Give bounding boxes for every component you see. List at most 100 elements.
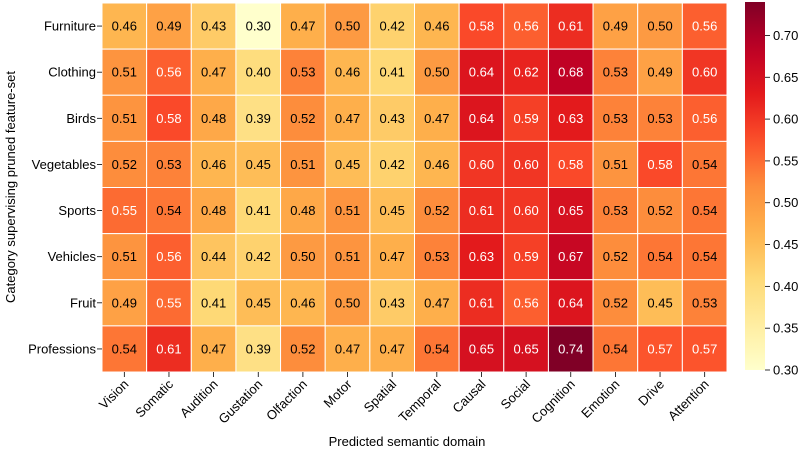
heatmap-cell-vegetables-audition xyxy=(190,140,237,189)
cell-value-label: 0.54 xyxy=(692,157,717,172)
cell-value-label: 0.53 xyxy=(692,295,717,310)
heatmap-cell-fruit-vision xyxy=(101,279,148,327)
heatmap-cells xyxy=(101,2,728,373)
cell-value-label: 0.59 xyxy=(513,111,538,126)
cell-value-label: 0.46 xyxy=(424,157,449,172)
cell-value-label: 0.41 xyxy=(246,203,271,218)
heatmap-cell-sports-attention xyxy=(681,187,728,235)
x-tick-label-drive: Drive xyxy=(635,377,667,409)
cell-value-label: 0.30 xyxy=(246,19,271,34)
cell-value-label: 0.58 xyxy=(469,19,494,34)
cell-value-label: 0.50 xyxy=(335,295,360,310)
heatmap-cell-professions-somatic xyxy=(146,325,192,373)
cell-value-label: 0.49 xyxy=(647,65,672,80)
cell-value-label: 0.48 xyxy=(201,111,226,126)
heatmap-cell-vehicles-temporal xyxy=(414,233,460,281)
colorbar xyxy=(745,2,765,370)
heatmap-cell-professions-causal xyxy=(458,325,505,373)
cell-value-label: 0.47 xyxy=(335,111,360,126)
cell-value-label: 0.51 xyxy=(112,111,137,126)
colorbar-ticks: 0.30 0.35 0.40 0.45 0.50 0.55 0.60 0.65 0.70 xyxy=(765,28,798,378)
heatmap-cell-clothing-spatial xyxy=(369,48,415,96)
heatmap-cell-vegetables-spatial xyxy=(369,140,415,189)
cell-value-label: 0.52 xyxy=(603,295,628,310)
cell-value-label: 0.45 xyxy=(647,295,672,310)
cell-value-label: 0.46 xyxy=(112,19,137,34)
cell-value-label: 0.53 xyxy=(290,65,315,80)
cell-value-label: 0.43 xyxy=(380,111,405,126)
cell-value-label: 0.54 xyxy=(156,203,181,218)
heatmap-cell-vehicles-olfaction xyxy=(280,233,326,281)
heatmap-cell-professions-emotion xyxy=(592,325,639,373)
cell-value-label: 0.46 xyxy=(201,157,226,172)
cell-value-label: 0.64 xyxy=(469,111,494,126)
cell-value-label: 0.55 xyxy=(112,203,137,218)
x-tick-label-gustation: Gustation xyxy=(215,377,265,427)
heatmap-cell-vehicles-attention xyxy=(681,233,728,281)
cell-value-label: 0.47 xyxy=(201,341,226,356)
cell-value-label: 0.47 xyxy=(380,249,405,264)
cell-value-label: 0.53 xyxy=(603,203,628,218)
cell-value-label: 0.46 xyxy=(424,19,449,34)
heatmap-cell-clothing-audition xyxy=(190,48,237,96)
cell-value-label: 0.45 xyxy=(246,295,271,310)
cell-value-label: 0.61 xyxy=(156,341,181,356)
y-tick-label-professions: Professions xyxy=(28,341,96,356)
cell-value-label: 0.47 xyxy=(424,295,449,310)
cell-value-label: 0.56 xyxy=(513,295,538,310)
cell-value-label: 0.43 xyxy=(380,295,405,310)
heatmap-cell-vegetables-motor xyxy=(324,140,371,189)
cell-value-label: 0.68 xyxy=(558,65,583,80)
heatmap-cell-clothing-causal xyxy=(458,48,505,96)
cell-value-label: 0.65 xyxy=(558,203,583,218)
cell-value-label: 0.56 xyxy=(156,249,181,264)
heatmap-cell-fruit-drive xyxy=(637,279,683,327)
heatmap-cell-vegetables-olfaction xyxy=(280,140,326,189)
x-tick-label-vision: Vision xyxy=(96,377,131,412)
cell-value-label: 0.41 xyxy=(201,295,226,310)
cell-value-label: 0.54 xyxy=(692,249,717,264)
heatmap-cell-professions-olfaction xyxy=(280,325,326,373)
cell-value-label: 0.52 xyxy=(290,341,315,356)
cell-value-label: 0.51 xyxy=(290,157,315,172)
cell-value-label: 0.47 xyxy=(380,341,405,356)
heatmap-cell-vehicles-spatial xyxy=(369,233,415,281)
heatmap-cell-vehicles-gustation xyxy=(235,233,282,281)
heatmap-cell-vegetables-vision xyxy=(101,140,148,189)
cell-value-label: 0.61 xyxy=(469,295,494,310)
heatmap-cell-vehicles-motor xyxy=(324,233,371,281)
cell-value-label: 0.62 xyxy=(513,65,538,80)
heatmap-cell-vehicles-causal xyxy=(458,233,505,281)
x-tick-label-attention: Attention xyxy=(665,377,712,424)
heatmap-cell-sports-temporal xyxy=(414,187,460,235)
cell-value-label: 0.63 xyxy=(558,111,583,126)
cell-value-label: 0.65 xyxy=(469,341,494,356)
heatmap-cell-clothing-attention xyxy=(681,48,728,96)
cell-value-label: 0.65 xyxy=(513,341,538,356)
y-axis-title: Category supervising pruned feature-set xyxy=(3,71,18,303)
x-tick-label-social: Social xyxy=(498,376,534,412)
cell-value-label: 0.51 xyxy=(335,249,360,264)
cell-value-label: 0.45 xyxy=(380,203,405,218)
cell-value-label: 0.44 xyxy=(201,249,226,264)
cell-value-label: 0.53 xyxy=(603,111,628,126)
cell-value-label: 0.50 xyxy=(335,19,360,34)
heatmap-cell-birds-vision xyxy=(101,94,148,142)
heatmap-cell-furniture-social xyxy=(503,2,549,50)
cell-value-label: 0.48 xyxy=(290,203,315,218)
cell-value-label: 0.51 xyxy=(335,203,360,218)
heatmap-cell-fruit-emotion xyxy=(592,279,639,327)
x-tick-label-emotion: Emotion xyxy=(578,377,622,421)
cell-value-label: 0.46 xyxy=(290,295,315,310)
heatmap-cell-fruit-audition xyxy=(190,279,237,327)
cell-value-label: 0.74 xyxy=(558,341,583,356)
cell-value-label: 0.45 xyxy=(246,157,271,172)
cell-value-label: 0.53 xyxy=(424,249,449,264)
cell-value-label: 0.56 xyxy=(513,19,538,34)
cell-value-label: 0.49 xyxy=(156,19,181,34)
cell-value-label: 0.51 xyxy=(112,65,137,80)
cell-value-label: 0.49 xyxy=(603,19,628,34)
x-tick-label-audition: Audition xyxy=(177,377,221,421)
cell-value-label: 0.58 xyxy=(558,157,583,172)
cell-value-label: 0.52 xyxy=(112,157,137,172)
